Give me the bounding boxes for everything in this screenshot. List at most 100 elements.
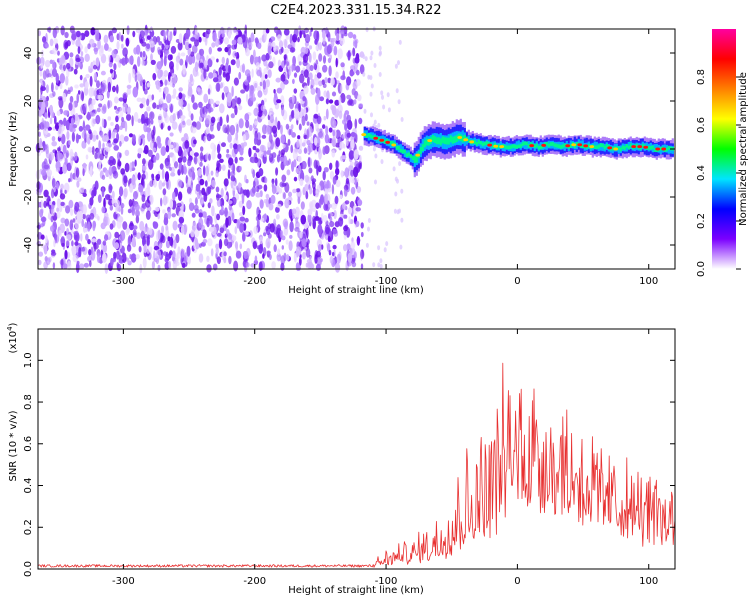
spectrogram-noise-mark [333, 209, 337, 220]
spectrogram-noise-mark [82, 120, 86, 131]
spectrogram-noise-mark [160, 146, 166, 157]
spectrogram-noise-mark [339, 141, 345, 149]
spectrogram-noise-mark [106, 90, 110, 99]
spectrogram-noise-mark [225, 217, 229, 228]
spectrogram-noise-mark [242, 134, 247, 142]
spectrogram-noise-mark [233, 143, 238, 150]
spectrogram-noise-mark [50, 189, 55, 199]
spectrogram-noise-mark [188, 110, 192, 118]
spectrogram-noise-mark [180, 248, 185, 259]
spectrogram-noise-mark [126, 113, 132, 121]
spectrogram-noise-mark [359, 154, 362, 163]
spectrogram-noise-mark [156, 173, 161, 180]
spectrogram-noise-mark [339, 194, 343, 199]
spectrogram-noise-mark [216, 162, 222, 172]
spectrogram-noise-mark [269, 223, 275, 233]
spectrogram-noise-mark [189, 150, 195, 157]
spectrogram-noise-mark [278, 40, 284, 49]
spectrogram-ridge-mark [437, 137, 440, 145]
spectrogram-noise-mark [62, 92, 67, 103]
spectrogram-noise-mark [271, 261, 276, 270]
spectrogram-ridge-mark [539, 145, 542, 150]
spectrogram-noise-mark [332, 120, 337, 128]
spectrogram-ridge-mark [427, 138, 430, 146]
spectrogram-ridge-mark [581, 140, 584, 148]
spectrogram-noise-mark [128, 55, 134, 65]
spectrogram-noise-mark [39, 93, 43, 100]
spectrogram-noise-mark [224, 194, 228, 201]
spectrogram-noise-mark [146, 29, 149, 34]
spectrogram-noise-mark [114, 105, 117, 110]
spectrogram-noise-mark [347, 31, 354, 39]
spectrogram-noise-mark [323, 115, 327, 121]
spectrogram-noise-mark [151, 261, 155, 269]
spectrogram-noise-mark [149, 140, 154, 150]
spectrogram-noise-mark [299, 178, 304, 186]
spectrogram-noise-mark [176, 251, 182, 259]
spectrogram-noise-mark [231, 44, 237, 50]
spectrogram-noise-mark [121, 252, 127, 263]
spectrogram-noise-mark [203, 93, 209, 104]
spectrogram-noise-mark [146, 35, 151, 40]
spectrogram-noise-mark [294, 227, 300, 232]
spectrogram-noise-mark [172, 191, 176, 201]
spectrogram-noise-mark [200, 199, 204, 205]
spectrogram-noise-mark [60, 258, 64, 270]
spectrogram-ridge-mark [519, 144, 522, 148]
spectrogram-noise-mark [305, 113, 308, 122]
spectrogram-noise-mark [281, 106, 285, 117]
spectrogram-noise-mark [257, 42, 262, 49]
spectrogram-noise-mark [79, 74, 83, 81]
spectrogram-noise-mark [161, 168, 165, 180]
spectrogram-noise-mark [220, 82, 223, 89]
spectrogram-noise-mark [234, 105, 238, 116]
spectrogram-noise-mark [108, 143, 112, 148]
spectrogram-noise-mark [142, 257, 147, 269]
spectrogram-noise-mark [164, 79, 168, 86]
spectrogram-noise-mark [318, 80, 323, 87]
spectrogram-noise-mark [210, 170, 214, 176]
spectrogram-noise-mark [115, 115, 119, 123]
spectrogram-noise-mark [41, 169, 47, 176]
spectrogram-ridge-mark [405, 153, 408, 157]
spectrogram-noise-mark [211, 205, 215, 217]
spectrogram-noise-mark [265, 193, 270, 199]
spectrogram-noise-mark [256, 69, 262, 77]
spectrogram-noise-mark [244, 217, 249, 223]
spectrogram-noise-mark [147, 117, 151, 128]
spectrogram-noise-mark [385, 241, 389, 247]
spectrogram-noise-mark [289, 221, 294, 233]
spectrogram-noise-mark [340, 170, 344, 178]
spectrogram-ridge-mark [553, 143, 556, 148]
spectrogram-noise-mark [203, 135, 206, 143]
spectrogram-noise-mark [129, 254, 132, 260]
spectrogram-noise-mark [230, 113, 235, 119]
spectrogram-noise-mark [89, 131, 93, 141]
spectrogram-noise-mark [286, 61, 290, 66]
spectrogram-noise-mark [340, 25, 346, 37]
spectrogram-noise-mark [57, 147, 61, 152]
spectrogram-y-tick-label: -40 [23, 237, 34, 253]
spectrogram-noise-mark [202, 105, 208, 115]
spectrogram-noise-mark [143, 149, 149, 154]
spectrogram-noise-mark [142, 50, 146, 58]
spectrogram-noise-mark [369, 55, 373, 61]
spectrogram-noise-mark [300, 201, 305, 210]
spectrogram-noise-mark [154, 206, 160, 212]
spectrogram-noise-mark [234, 95, 238, 103]
spectrogram-noise-mark [111, 27, 118, 34]
spectrogram-noise-mark [330, 77, 335, 86]
spectrogram-noise-mark [328, 203, 333, 208]
spectrogram-noise-mark [172, 74, 177, 85]
spectrogram-noise-mark [54, 115, 57, 125]
spectrogram-noise-mark [279, 156, 284, 162]
spectrogram-noise-mark [378, 72, 382, 77]
spectrogram-noise-mark [269, 55, 272, 60]
spectrogram-noise-mark [293, 108, 299, 119]
spectrogram-noise-mark [142, 158, 146, 165]
spectrogram-noise-mark [322, 83, 327, 89]
spectrogram-noise-mark [132, 86, 139, 98]
spectrogram-y-tick-label: 0 [23, 146, 34, 152]
spectrogram-noise-mark [229, 124, 236, 136]
spectrogram-noise-mark [275, 77, 281, 83]
